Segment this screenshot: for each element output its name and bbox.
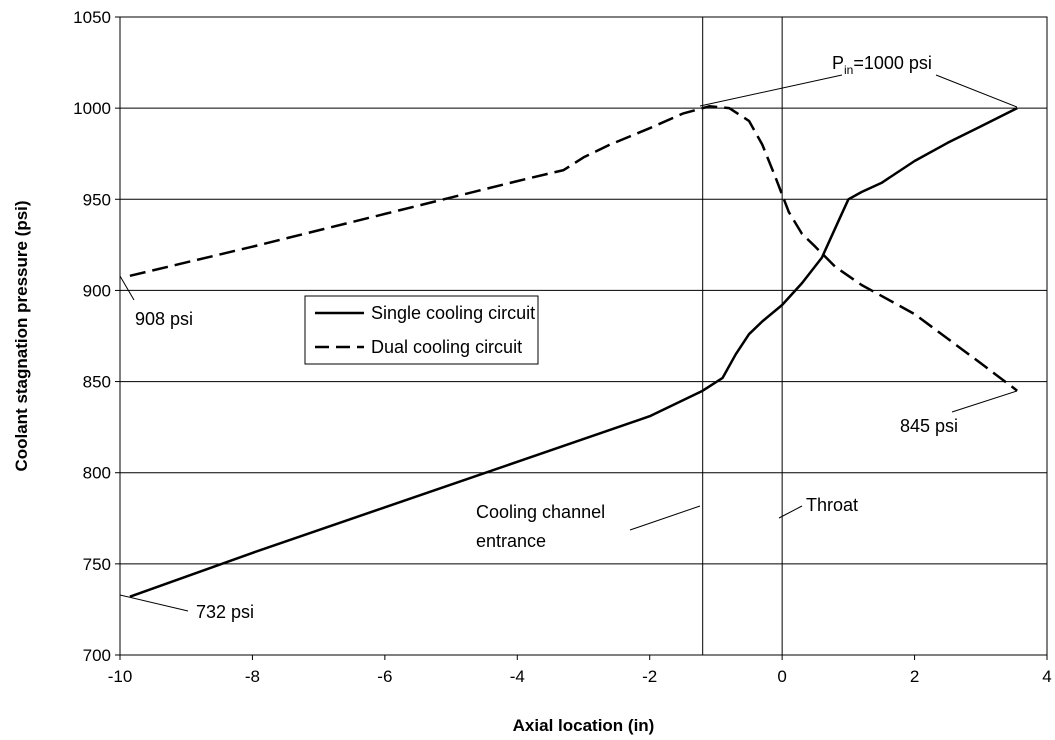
leader-pin-left [699,74,843,107]
annotation-channel-line2: entrance [476,531,546,551]
x-axis-title: Axial location (in) [513,716,655,735]
series-line-single [129,106,1018,598]
y-tick-label: 800 [83,464,111,483]
annotation-845: 845 psi [900,416,958,436]
x-tick-label: 4 [1042,667,1051,686]
annotation-throat: Throat [806,495,858,515]
annotation-pin: Pin=1000 psi [832,53,932,77]
leader-732 [119,594,189,612]
annotation-channel-line1: Cooling channel [476,502,605,522]
x-tick-label: -6 [377,667,392,686]
x-tick-label: -8 [245,667,260,686]
x-tick-label: 2 [910,667,919,686]
y-tick-label: 700 [83,646,111,665]
leader-845 [951,390,1018,413]
legend-label-dual: Dual cooling circuit [371,337,522,357]
x-tick-label: -2 [642,667,657,686]
y-tick-label: 900 [83,281,111,300]
y-axis-title: Coolant stagnation pressure (psi) [12,200,31,471]
series-line-dual [129,105,1018,392]
leader-908 [119,275,135,301]
y-tick-label: 950 [83,190,111,209]
ticks: 700 750 800 850 900 950 1000 1050 -10 -8 -6 -4 -2 0 2 4 [73,8,1052,686]
legend-label-single: Single cooling circuit [371,303,535,323]
x-tick-label: -4 [510,667,525,686]
reference-lines [702,17,783,655]
y-tick-label: 850 [83,373,111,392]
x-tick-label: 0 [777,667,786,686]
leader-pin-right [935,74,1018,108]
series-group [129,105,1018,598]
annotation-908: 908 psi [135,309,193,329]
leader-throat [778,505,803,519]
leader-channel [629,505,701,531]
y-tick-label: 1050 [73,8,111,27]
x-tick-label: -10 [108,667,133,686]
legend-box [304,295,539,365]
annotations: Pin=1000 psi 908 psi 845 psi 732 psi Coo… [119,53,1018,622]
plot-frame [119,16,1048,656]
legend: Single cooling circuit Dual cooling circ… [304,295,539,365]
y-tick-label: 750 [83,555,111,574]
grid [120,107,1047,565]
y-tick-label: 1000 [73,99,111,118]
annotation-732: 732 psi [196,602,254,622]
